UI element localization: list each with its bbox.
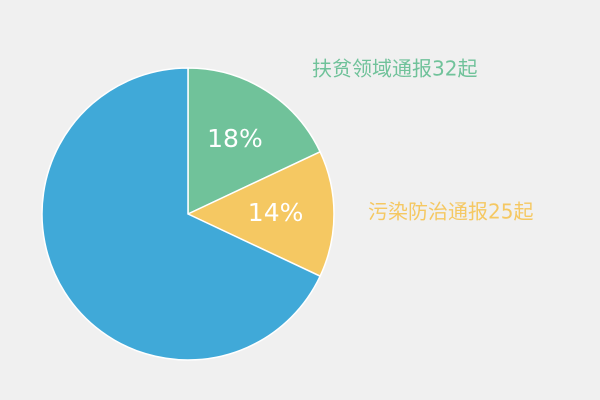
value-label: 18% (207, 124, 263, 153)
slice-label: 扶贫领域通报32起 (312, 57, 477, 81)
value-label: 14% (248, 198, 304, 227)
slice-label: 污染防治通报25起 (368, 200, 533, 224)
pie-slice (187, 67, 322, 216)
pie-slice (186, 150, 335, 278)
pie-slice (41, 67, 322, 361)
